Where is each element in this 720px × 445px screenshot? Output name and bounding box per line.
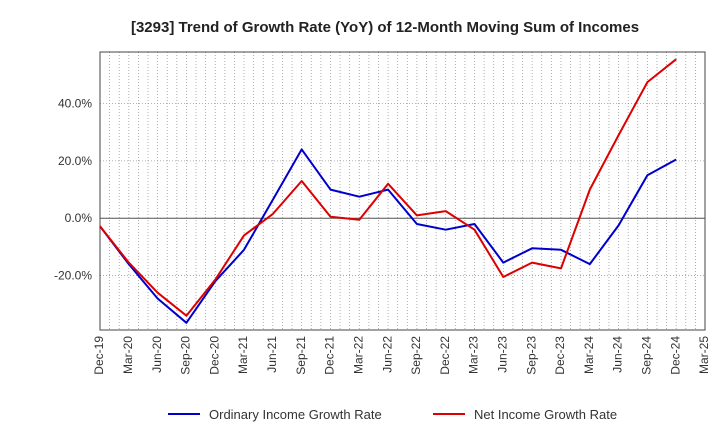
plot-frame <box>99 51 706 331</box>
data-point-0 <box>674 157 678 161</box>
data-point-1 <box>386 182 390 186</box>
data-point-1 <box>271 212 275 216</box>
x-tick-label: Mar-22 <box>351 336 365 374</box>
data-point-0 <box>299 147 303 151</box>
data-point-0 <box>472 222 476 226</box>
legend-label-ordinary: Ordinary Income Growth Rate <box>209 407 382 422</box>
data-point-1 <box>645 80 649 84</box>
data-point-1 <box>588 187 592 191</box>
x-tick-label: Jun-23 <box>496 336 510 373</box>
x-tick-label: Sep-24 <box>640 336 654 375</box>
data-point-0 <box>386 187 390 191</box>
data-point-1 <box>559 266 563 270</box>
y-tick-label: 40.0% <box>58 97 92 111</box>
x-tick-label: Jun-21 <box>265 336 279 373</box>
legend-label-net: Net Income Growth Rate <box>474 407 617 422</box>
data-point-1 <box>213 278 217 282</box>
x-tick-label: Jun-20 <box>150 336 164 373</box>
data-point-1 <box>98 224 102 228</box>
x-tick-label: Jun-24 <box>611 336 625 373</box>
data-point-0 <box>501 260 505 264</box>
legend: Ordinary Income Growth Rate Net Income G… <box>168 407 617 422</box>
data-point-1 <box>127 260 131 264</box>
series-lines <box>98 57 678 325</box>
data-point-1 <box>299 179 303 183</box>
data-point-0 <box>415 222 419 226</box>
data-point-0 <box>184 321 188 325</box>
data-point-1 <box>242 233 246 237</box>
x-tick-label: Dec-23 <box>553 336 567 375</box>
data-point-1 <box>155 291 159 295</box>
data-point-0 <box>530 246 534 250</box>
x-tick-label: Mar-25 <box>697 336 711 374</box>
data-point-1 <box>472 227 476 231</box>
data-point-0 <box>242 248 246 252</box>
x-tick-label: Mar-21 <box>236 336 250 374</box>
y-tick-label: 20.0% <box>58 154 92 168</box>
x-tick-label: Sep-22 <box>409 336 423 375</box>
gridlines <box>100 52 705 330</box>
data-point-1 <box>184 313 188 317</box>
data-point-0 <box>155 296 159 300</box>
data-point-1 <box>328 215 332 219</box>
series-line-0 <box>99 148 677 324</box>
data-point-0 <box>271 197 275 201</box>
x-tick-label: Dec-20 <box>207 336 221 375</box>
x-tick-label: Mar-24 <box>582 336 596 374</box>
data-point-0 <box>588 262 592 266</box>
data-point-1 <box>530 260 534 264</box>
x-tick-label: Mar-20 <box>121 336 135 374</box>
data-point-1 <box>444 209 448 213</box>
x-tick-label: Sep-20 <box>179 336 193 375</box>
y-tick-label: -20.0% <box>54 269 92 283</box>
data-point-0 <box>357 195 361 199</box>
data-point-0 <box>328 187 332 191</box>
x-tick-label: Dec-19 <box>92 336 106 375</box>
data-point-1 <box>357 217 361 221</box>
data-point-1 <box>415 213 419 217</box>
data-point-0 <box>444 227 448 231</box>
x-tick-label: Sep-23 <box>524 336 538 375</box>
data-point-1 <box>616 133 620 137</box>
x-tick-label: Mar-23 <box>467 336 481 374</box>
chart-title: [3293] Trend of Growth Rate (YoY) of 12-… <box>131 19 639 36</box>
data-point-0 <box>645 173 649 177</box>
data-point-1 <box>674 57 678 61</box>
x-tick-label: Jun-22 <box>380 336 394 373</box>
y-tick-label: 0.0% <box>65 211 93 225</box>
axes: -20.0% 0.0% 20.0% 40.0% Dec-19 Mar-20 Jun-20 Se… <box>54 51 711 375</box>
data-point-0 <box>616 223 620 227</box>
x-tick-label: Sep-21 <box>294 336 308 375</box>
x-tick-label: Dec-21 <box>323 336 337 375</box>
x-tick-label: Dec-22 <box>438 336 452 375</box>
data-point-0 <box>559 248 563 252</box>
x-tick-label: Dec-24 <box>668 336 682 375</box>
data-point-1 <box>501 275 505 279</box>
series-line-1 <box>99 58 677 317</box>
